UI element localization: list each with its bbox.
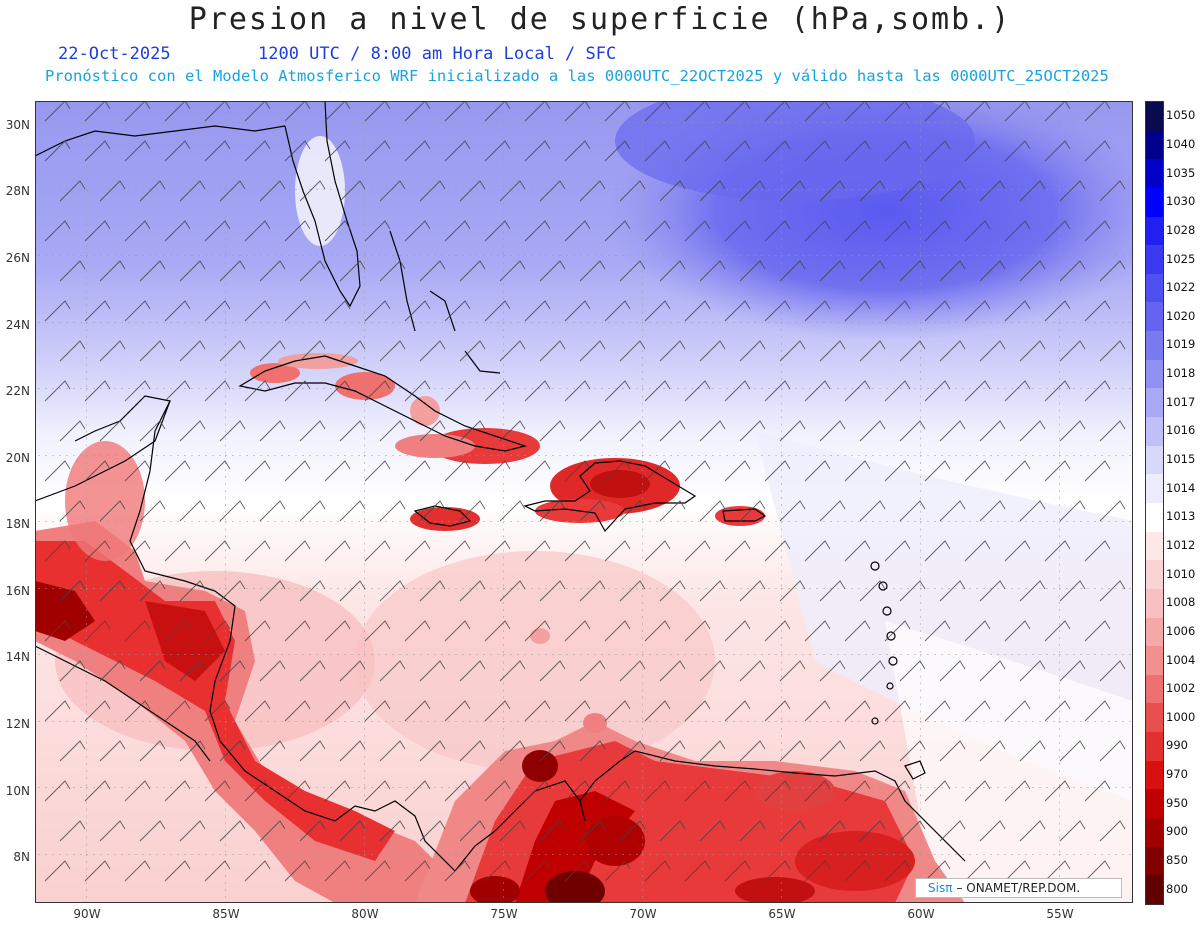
colorbar-segment [1146,560,1163,589]
pressure-map [35,101,1133,903]
lat-label: 30N [5,118,30,132]
lat-label: 18N [5,517,30,531]
lat-label: 8N [13,850,30,864]
colorbar-segment [1146,789,1163,819]
colorbar-segment [1146,531,1163,561]
colorbar-label: 1000 [1166,709,1196,724]
colorbar-segment [1146,159,1163,188]
lat-label: 10N [5,784,30,798]
colorbar-label: 990 [1166,738,1188,753]
colorbar-segment [1146,617,1163,647]
colorbar-label: 850 [1166,853,1188,868]
colorbar-label: 1028 [1166,222,1196,237]
lat-label: 26N [5,251,30,265]
lon-label: 90W [73,907,101,921]
colorbar-segment [1146,502,1163,532]
pressure-colorbar [1145,101,1164,905]
colorbar-segment [1146,846,1163,876]
colorbar-segment [1146,245,1163,274]
colorbar-segment [1146,359,1163,389]
colorbar-label: 1013 [1166,509,1196,524]
colorbar-label: 970 [1166,767,1188,782]
lat-label: 22N [5,384,30,398]
colorbar-segment [1146,760,1163,790]
colorbar-segment [1146,331,1163,360]
lat-label: 28N [5,184,30,198]
colorbar-label: 1017 [1166,394,1196,409]
colorbar-label: 1040 [1166,136,1196,151]
colorbar-label: 1050 [1166,108,1196,123]
lon-label: 60W [907,907,935,921]
colorbar-label: 1025 [1166,251,1196,266]
forecast-date: 22-Oct-2025 [58,44,171,64]
colorbar-label: 950 [1166,795,1188,810]
lat-label: 24N [5,318,30,332]
lat-label: 14N [5,650,30,664]
colorbar-segment [1146,216,1163,246]
valid-time: 1200 UTC / 8:00 am Hora Local / SFC [258,44,617,64]
colorbar-segment [1146,302,1163,332]
colorbar-segment [1146,273,1163,303]
colorbar-label: 1012 [1166,537,1196,552]
pressure-field-svg [35,101,1133,903]
colorbar-segment [1146,674,1163,704]
credit-box: Sisπ – ONAMET/REP.DOM. [915,878,1122,898]
colorbar-segment [1146,474,1163,503]
colorbar-label: 1030 [1166,194,1196,209]
colorbar-label: 1006 [1166,623,1196,638]
colorbar-segment [1146,818,1163,847]
colorbar-segment [1146,130,1163,160]
colorbar-label: 1014 [1166,480,1196,495]
colorbar-label: 1020 [1166,308,1196,323]
colorbar-label: 1016 [1166,423,1196,438]
colorbar-label: 1019 [1166,337,1196,352]
lat-label: 12N [5,717,30,731]
lon-label: 85W [212,907,240,921]
colorbar-segment [1146,703,1163,733]
colorbar-segment [1146,646,1163,675]
lon-label: 55W [1046,907,1074,921]
colorbar-segment [1146,417,1163,446]
credit-text: – ONAMET/REP.DOM. [956,881,1081,895]
colorbar-label: 900 [1166,824,1188,839]
colorbar-segment [1146,102,1163,131]
colorbar-segment [1146,875,1163,904]
colorbar-segment [1146,588,1163,618]
lon-label: 70W [629,907,657,921]
colorbar-label: 1004 [1166,652,1196,667]
colorbar-label: 1010 [1166,566,1196,581]
lat-lon-grid [35,101,1133,903]
lat-label: 16N [5,584,30,598]
colorbar-label: 1002 [1166,681,1196,696]
colorbar-segment [1146,445,1163,475]
colorbar-label: 800 [1166,881,1188,896]
map-title: Presion a nivel de superficie (hPa,somb.… [188,2,1012,37]
colorbar-label: 1015 [1166,452,1196,467]
model-info: Pronóstico con el Modelo Atmosferico WRF… [45,67,1109,85]
lat-label: 20N [5,451,30,465]
colorbar-segment [1146,187,1163,217]
lon-label: 80W [351,907,379,921]
colorbar-label: 1022 [1166,280,1196,295]
lon-label: 75W [490,907,518,921]
colorbar-label: 1035 [1166,165,1196,180]
colorbar-label: 1008 [1166,595,1196,610]
sispi-logo: Sisπ [928,881,953,895]
colorbar-segment [1146,388,1163,418]
colorbar-label: 1018 [1166,366,1196,381]
colorbar-segment [1146,732,1163,761]
lon-label: 65W [768,907,796,921]
